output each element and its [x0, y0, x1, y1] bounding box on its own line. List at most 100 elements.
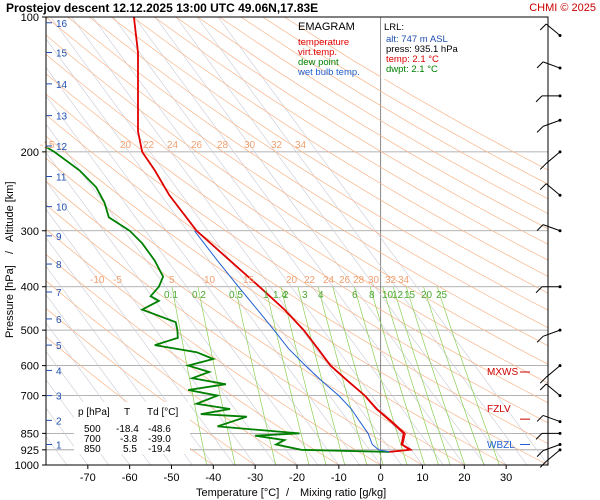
- x-axis-title-temperature: Temperature [°C]: [196, 487, 279, 499]
- table-cell: -48.6: [148, 424, 171, 435]
- isotherm-label: 32: [385, 275, 397, 286]
- dry-adiabat: [46, 17, 548, 347]
- lrl-box: LRL: alt: 747 m ASL press: 935.1 hPa tem…: [381, 19, 477, 79]
- isotherm-label: 5: [169, 275, 175, 286]
- isotherm-line: [46, 66, 340, 465]
- pressure-tick-label: 400: [21, 282, 39, 294]
- profile-series: [46, 17, 414, 453]
- table-cell: 700: [84, 434, 101, 445]
- mixing-ratio-line: [423, 286, 485, 465]
- dry-adiabat: [46, 73, 548, 404]
- isotherm-line: [46, 350, 130, 465]
- altitude-tick-label: 9: [56, 232, 62, 243]
- x-tick-label: -30: [247, 472, 263, 484]
- x-tick-label: 0: [378, 472, 384, 484]
- wind-barb-dot: [558, 443, 562, 447]
- mxws-label: MXWS: [487, 367, 518, 378]
- mixing-ratio-line: [234, 286, 277, 465]
- x-tick-label: 20: [458, 472, 470, 484]
- wind-barb-dot: [558, 94, 562, 98]
- dry-adiabat: [175, 17, 548, 245]
- level-table-bg: [74, 402, 190, 454]
- plot-area: [46, 17, 548, 465]
- altitude-tick-label: 8: [56, 260, 62, 271]
- isotherm-label: 34: [398, 275, 410, 286]
- table-header-p: p [hPa]: [78, 407, 110, 418]
- isotherm-label: 34: [295, 140, 307, 151]
- header-title: Prostejov descent 12.12.2025 13:00 UTC 4…: [6, 1, 318, 15]
- isotherm-label: 15: [243, 275, 255, 286]
- lrl-box-bg: [381, 19, 477, 79]
- wind-barb-flag: [536, 126, 544, 133]
- isotherm-line: [134, 17, 465, 465]
- wind-barb-flag: [535, 95, 543, 103]
- isotherm-label: 28: [353, 275, 365, 286]
- pressure-tick-label: 600: [21, 361, 39, 373]
- pressure-tick-label: 500: [21, 325, 39, 337]
- wind-barb-flag: [536, 335, 544, 343]
- table-cell: -39.0: [148, 434, 171, 445]
- series-temperature: [133, 17, 413, 453]
- mixing-ratio-label: 0.1: [164, 290, 178, 301]
- legend-wet-bulb: wet bulb temp.: [297, 67, 360, 78]
- dry-adiabat: [132, 17, 548, 277]
- wind-barb-dot: [558, 285, 562, 289]
- altitude-tick-label: 1: [56, 441, 62, 452]
- mixing-ratio-label: 2: [283, 290, 289, 301]
- dry-adiabat: [46, 280, 298, 465]
- altitude-tick-label: 7: [56, 288, 62, 299]
- wind-barb-dot: [558, 229, 562, 233]
- mixing-ratio-label: 25: [436, 290, 448, 301]
- isotherm-label: -10: [90, 275, 105, 286]
- lrl-dwpt: dwpt: 2.1 °C: [386, 64, 438, 75]
- wind-barb-dot: [558, 448, 562, 452]
- isotherm-line: [50, 17, 381, 465]
- isotherm-label: 22: [304, 275, 316, 286]
- mixing-ratio-label: 6: [352, 290, 358, 301]
- altitude-tick-label: 2: [56, 416, 62, 427]
- mixing-ratio-line: [197, 286, 236, 465]
- isotherm-line: [113, 17, 444, 465]
- wind-barb-dot: [558, 420, 562, 424]
- mixing-ratio-line: [392, 286, 451, 465]
- dry-adiabat: [197, 17, 548, 230]
- x-tick-label: -20: [289, 472, 305, 484]
- level-markers: MXWS FZLV WBZL: [487, 367, 518, 451]
- x-tick-label: -70: [80, 472, 96, 484]
- series-virt-temp: [303, 329, 414, 453]
- wind-barb-dot: [558, 118, 562, 122]
- mixing-ratio-line: [280, 286, 327, 465]
- mixing-ratio-line: [297, 286, 346, 465]
- wind-barb-staff: [542, 329, 561, 337]
- altitude-tick-label: 6: [56, 315, 62, 326]
- dry-adiabat: [46, 307, 256, 465]
- mixing-ratio-label: 1.4: [273, 290, 287, 301]
- isotherm-line: [46, 322, 151, 465]
- mixing-ratio-label: 0.5: [229, 290, 243, 301]
- wind-barb-flag: [536, 61, 544, 69]
- table-cell: 500: [84, 424, 101, 435]
- isotherm-label: 24: [167, 140, 179, 151]
- isotherm-line: [46, 265, 193, 465]
- isotherm-line: [217, 17, 548, 465]
- x-tick-label: -10: [331, 472, 347, 484]
- altitude-tick-label: 13: [56, 112, 68, 123]
- isotherm-label: 20: [120, 140, 132, 151]
- isotherm-label: 30: [244, 140, 256, 151]
- dry-adiabat: [46, 180, 465, 465]
- x-axis-title-mixing: Mixing ratio [g/kg]: [300, 487, 386, 499]
- wind-barb-staff: [545, 383, 561, 396]
- y-axis-title-pressure: Pressure [hPa]: [4, 265, 16, 338]
- altitude-tick-label: 10: [56, 203, 68, 214]
- wind-barb-flag: [536, 450, 544, 458]
- wind-barbs: [535, 23, 562, 468]
- wind-barb-staff: [545, 151, 561, 164]
- wind-barb-staff: [542, 414, 561, 423]
- mixing-ratio-line: [265, 286, 310, 465]
- lrl-alt: alt: 747 m ASL: [386, 34, 448, 45]
- wind-barb-dot: [558, 193, 562, 197]
- table-cell: 850: [84, 444, 101, 455]
- x-tick-label: -50: [164, 472, 180, 484]
- wind-barb-flag: [539, 163, 547, 170]
